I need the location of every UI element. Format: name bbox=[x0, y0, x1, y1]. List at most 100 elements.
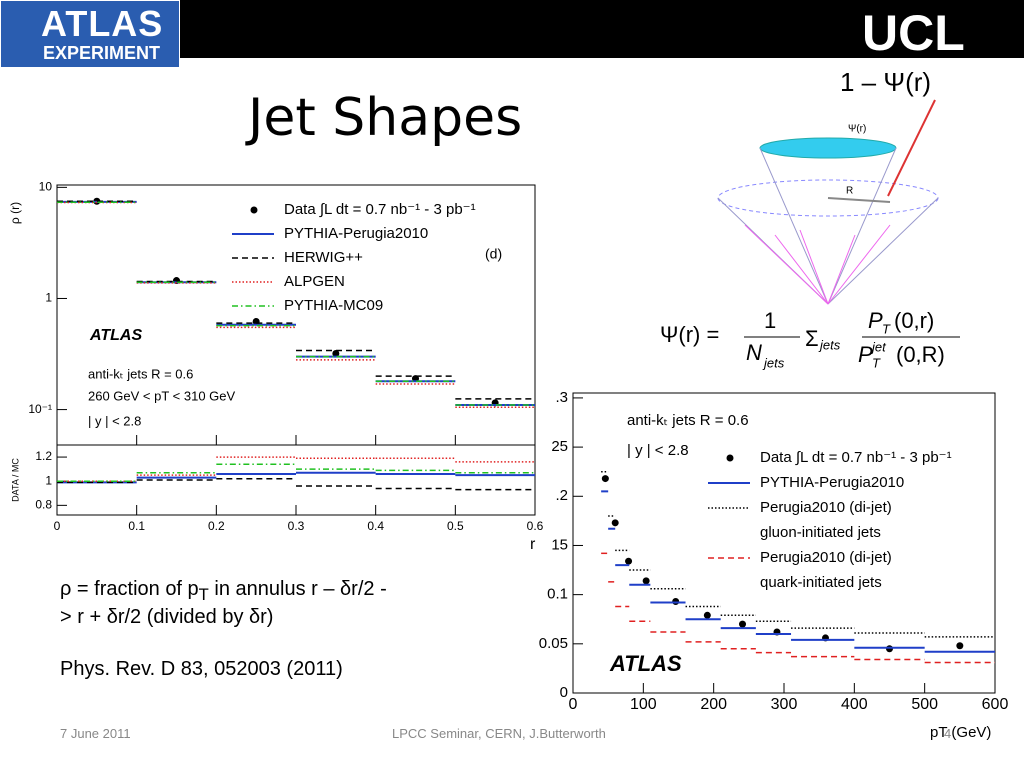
x-tick-label: 500 bbox=[911, 696, 938, 713]
formula-part: T bbox=[882, 321, 891, 336]
radius-line bbox=[827, 197, 891, 203]
cone-edge bbox=[827, 147, 897, 305]
formula-part: P bbox=[868, 308, 883, 333]
y-tick-label: 0 bbox=[560, 684, 568, 701]
cone-label: Ψ(r) bbox=[848, 124, 866, 135]
legend-label: PYTHIA-MC09 bbox=[284, 297, 383, 314]
legend-marker bbox=[250, 206, 258, 214]
x-tick-label: 200 bbox=[700, 696, 727, 713]
data-point bbox=[956, 642, 964, 650]
diagram-label: 1 – Ψ(r) bbox=[840, 67, 931, 97]
formula-part: P bbox=[858, 342, 873, 367]
formula-part: N bbox=[746, 340, 762, 365]
subscript: T bbox=[198, 585, 209, 604]
annotation: anti-kₜ jets R = 0.6 bbox=[88, 366, 193, 381]
x-tick-label: 0 bbox=[569, 696, 578, 713]
slide-title: Jet Shapes bbox=[248, 88, 523, 148]
data-point bbox=[625, 557, 633, 565]
particle bbox=[827, 224, 891, 305]
y-axis-label: ρ (r) bbox=[8, 202, 22, 224]
x-tick-label: 0.6 bbox=[527, 519, 544, 533]
annotation: anti-kₜ jets R = 0.6 bbox=[627, 412, 749, 429]
y-tick-label: 0.05 bbox=[539, 635, 568, 652]
legend-label: gluon-initiated jets bbox=[760, 524, 881, 541]
plot-frame bbox=[572, 392, 996, 694]
x-tick-label: 100 bbox=[630, 696, 657, 713]
formula-part: Σ bbox=[805, 326, 819, 351]
formula-part: (0,R) bbox=[896, 342, 945, 367]
particle bbox=[744, 224, 829, 305]
y-tick-label: 0.1 bbox=[547, 586, 568, 603]
legend-label: PYTHIA-Perugia2010 bbox=[284, 225, 428, 242]
annotation: (d) bbox=[485, 246, 502, 262]
formula-part: jet bbox=[870, 339, 887, 354]
y-tick-label: .3 bbox=[555, 389, 568, 406]
x-tick-label: 0.1 bbox=[128, 519, 145, 533]
y-tick-label: 1.2 bbox=[35, 449, 52, 463]
x-tick-label: 0.2 bbox=[208, 519, 225, 533]
particle bbox=[827, 234, 856, 305]
y-tick-label: .2 bbox=[555, 487, 568, 504]
x-tick-label: 0 bbox=[54, 519, 61, 533]
data-point bbox=[739, 620, 747, 628]
text: ρ = fraction of p bbox=[60, 578, 199, 600]
logo-text: ATLAS bbox=[41, 3, 164, 44]
annotation: | y | < 2.8 bbox=[627, 442, 689, 459]
y-tick-label: 15 bbox=[551, 536, 568, 553]
plot-frame bbox=[56, 444, 536, 516]
formula-part: 1 bbox=[764, 308, 776, 333]
formula-part: Ψ(r) = bbox=[660, 322, 719, 347]
formula-part: T bbox=[872, 355, 881, 370]
legend-label: Perugia2010 (di-jet) bbox=[760, 549, 892, 566]
x-tick-label: 300 bbox=[771, 696, 798, 713]
y-tick-label: 0.8 bbox=[35, 498, 52, 512]
arrow bbox=[887, 99, 936, 197]
formula-part: (0,r) bbox=[894, 308, 934, 333]
legend-label: Data ∫L dt = 0.7 nb⁻¹ - 3 pb⁻¹ bbox=[760, 449, 952, 466]
legend-label: ALPGEN bbox=[284, 273, 345, 290]
legend-label: PYTHIA-Perugia2010 bbox=[760, 474, 904, 491]
body-line: > r + δr/2 (divided by δr) bbox=[60, 606, 274, 628]
x-axis-label: pT (GeV) bbox=[930, 724, 991, 741]
data-point bbox=[601, 475, 609, 483]
particle bbox=[774, 234, 829, 305]
y-tick-label: 10⁻¹ bbox=[28, 402, 52, 416]
legend-marker bbox=[726, 454, 734, 462]
x-tick-label: 600 bbox=[982, 696, 1009, 713]
ucl-logo: UCL bbox=[862, 5, 965, 61]
reference: Phys. Rev. D 83, 052003 (2011) bbox=[60, 658, 343, 680]
y-tick-label: 1 bbox=[45, 473, 52, 487]
data-point bbox=[611, 519, 619, 527]
annotation: ATLAS bbox=[609, 651, 682, 676]
logo-subtext: EXPERIMENT bbox=[43, 43, 161, 63]
y-tick-label: 10 bbox=[39, 180, 53, 194]
x-tick-label: 0.5 bbox=[447, 519, 464, 533]
footer-page: 4 bbox=[944, 726, 952, 741]
footer-event: LPCC Seminar, CERN, J.Butterworth bbox=[392, 726, 606, 741]
x-axis-label: r bbox=[530, 536, 536, 553]
legend-label: Data ∫L dt = 0.7 nb⁻¹ - 3 pb⁻¹ bbox=[284, 201, 476, 218]
data-point bbox=[332, 349, 340, 357]
legend-label: Perugia2010 (di-jet) bbox=[760, 499, 892, 516]
particle bbox=[799, 229, 829, 305]
legend-label: HERWIG++ bbox=[284, 249, 363, 266]
annotation: ATLAS bbox=[89, 327, 142, 344]
data-point bbox=[642, 577, 650, 585]
text: in annulus r – δr/2 - bbox=[208, 578, 387, 600]
annotation: 260 GeV < pT < 310 GeV bbox=[88, 388, 236, 403]
x-tick-label: 400 bbox=[841, 696, 868, 713]
annotation: | y | < 2.8 bbox=[88, 413, 141, 428]
cone-edge bbox=[759, 147, 829, 305]
y-tick-label: 1 bbox=[45, 291, 52, 305]
body-line: ρ = fraction of pT in annulus r – δr/2 - bbox=[60, 578, 387, 605]
cone-edge bbox=[827, 197, 939, 305]
atlas-logo: ATLAS EXPERIMENT bbox=[0, 0, 180, 68]
radius-label: R bbox=[846, 186, 853, 197]
x-tick-label: 0.3 bbox=[288, 519, 305, 533]
formula-part: jets bbox=[818, 337, 841, 352]
x-tick-label: 0.4 bbox=[367, 519, 384, 533]
data-point bbox=[703, 611, 711, 619]
